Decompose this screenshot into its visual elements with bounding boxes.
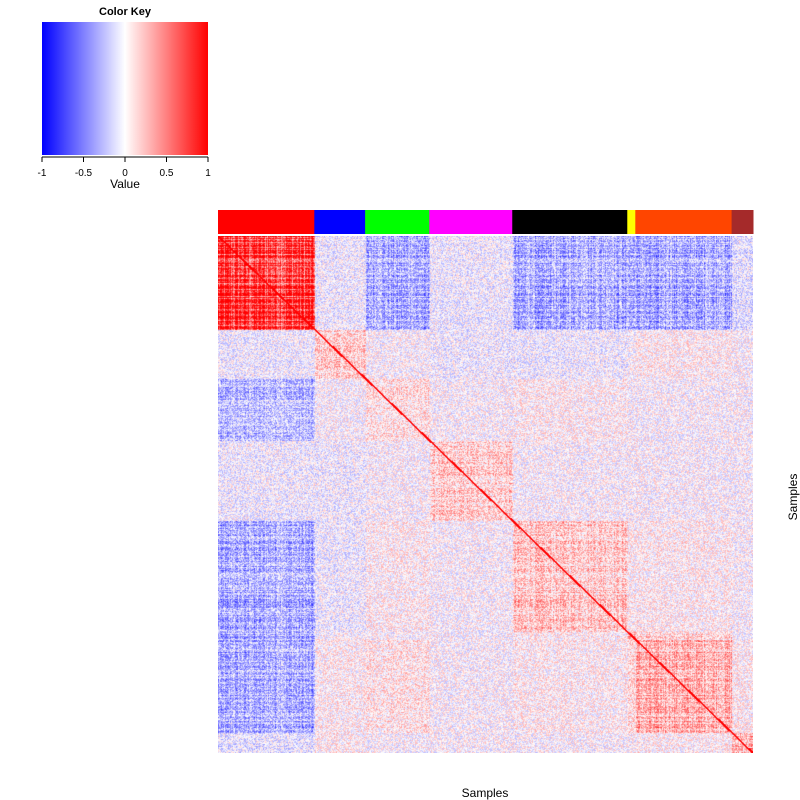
color-key-tick-label: 0 [122,168,128,179]
color-key-tick-label: 0.5 [160,168,174,179]
group-bar-group-yellow [627,210,636,234]
color-key-title: Color Key [99,6,152,18]
group-bar-group-red [218,210,315,234]
y-axis-label: Samples [786,474,800,521]
group-bar-group-orange [635,210,733,234]
color-key-gradient [42,22,208,155]
group-bar-group-brown [731,210,754,234]
group-bar-group-black [512,210,628,234]
group-bar-group-magenta [429,210,513,234]
group-bar-group-green [365,210,430,234]
group-color-bar [218,210,754,234]
color-key-tick-label: -0.5 [75,168,93,179]
color-key-label: Value [110,177,140,191]
heatmap-cells [218,236,753,753]
heatmap-matrix [218,236,753,753]
group-bar-group-blue [314,210,366,234]
color-key-tick-label: 1 [205,168,211,179]
color-key-tick-label: -1 [38,168,47,179]
color-key: Color Key -1 -0.5 0 0.5 1 Value [38,6,212,191]
x-axis-label: Samples [462,786,509,800]
